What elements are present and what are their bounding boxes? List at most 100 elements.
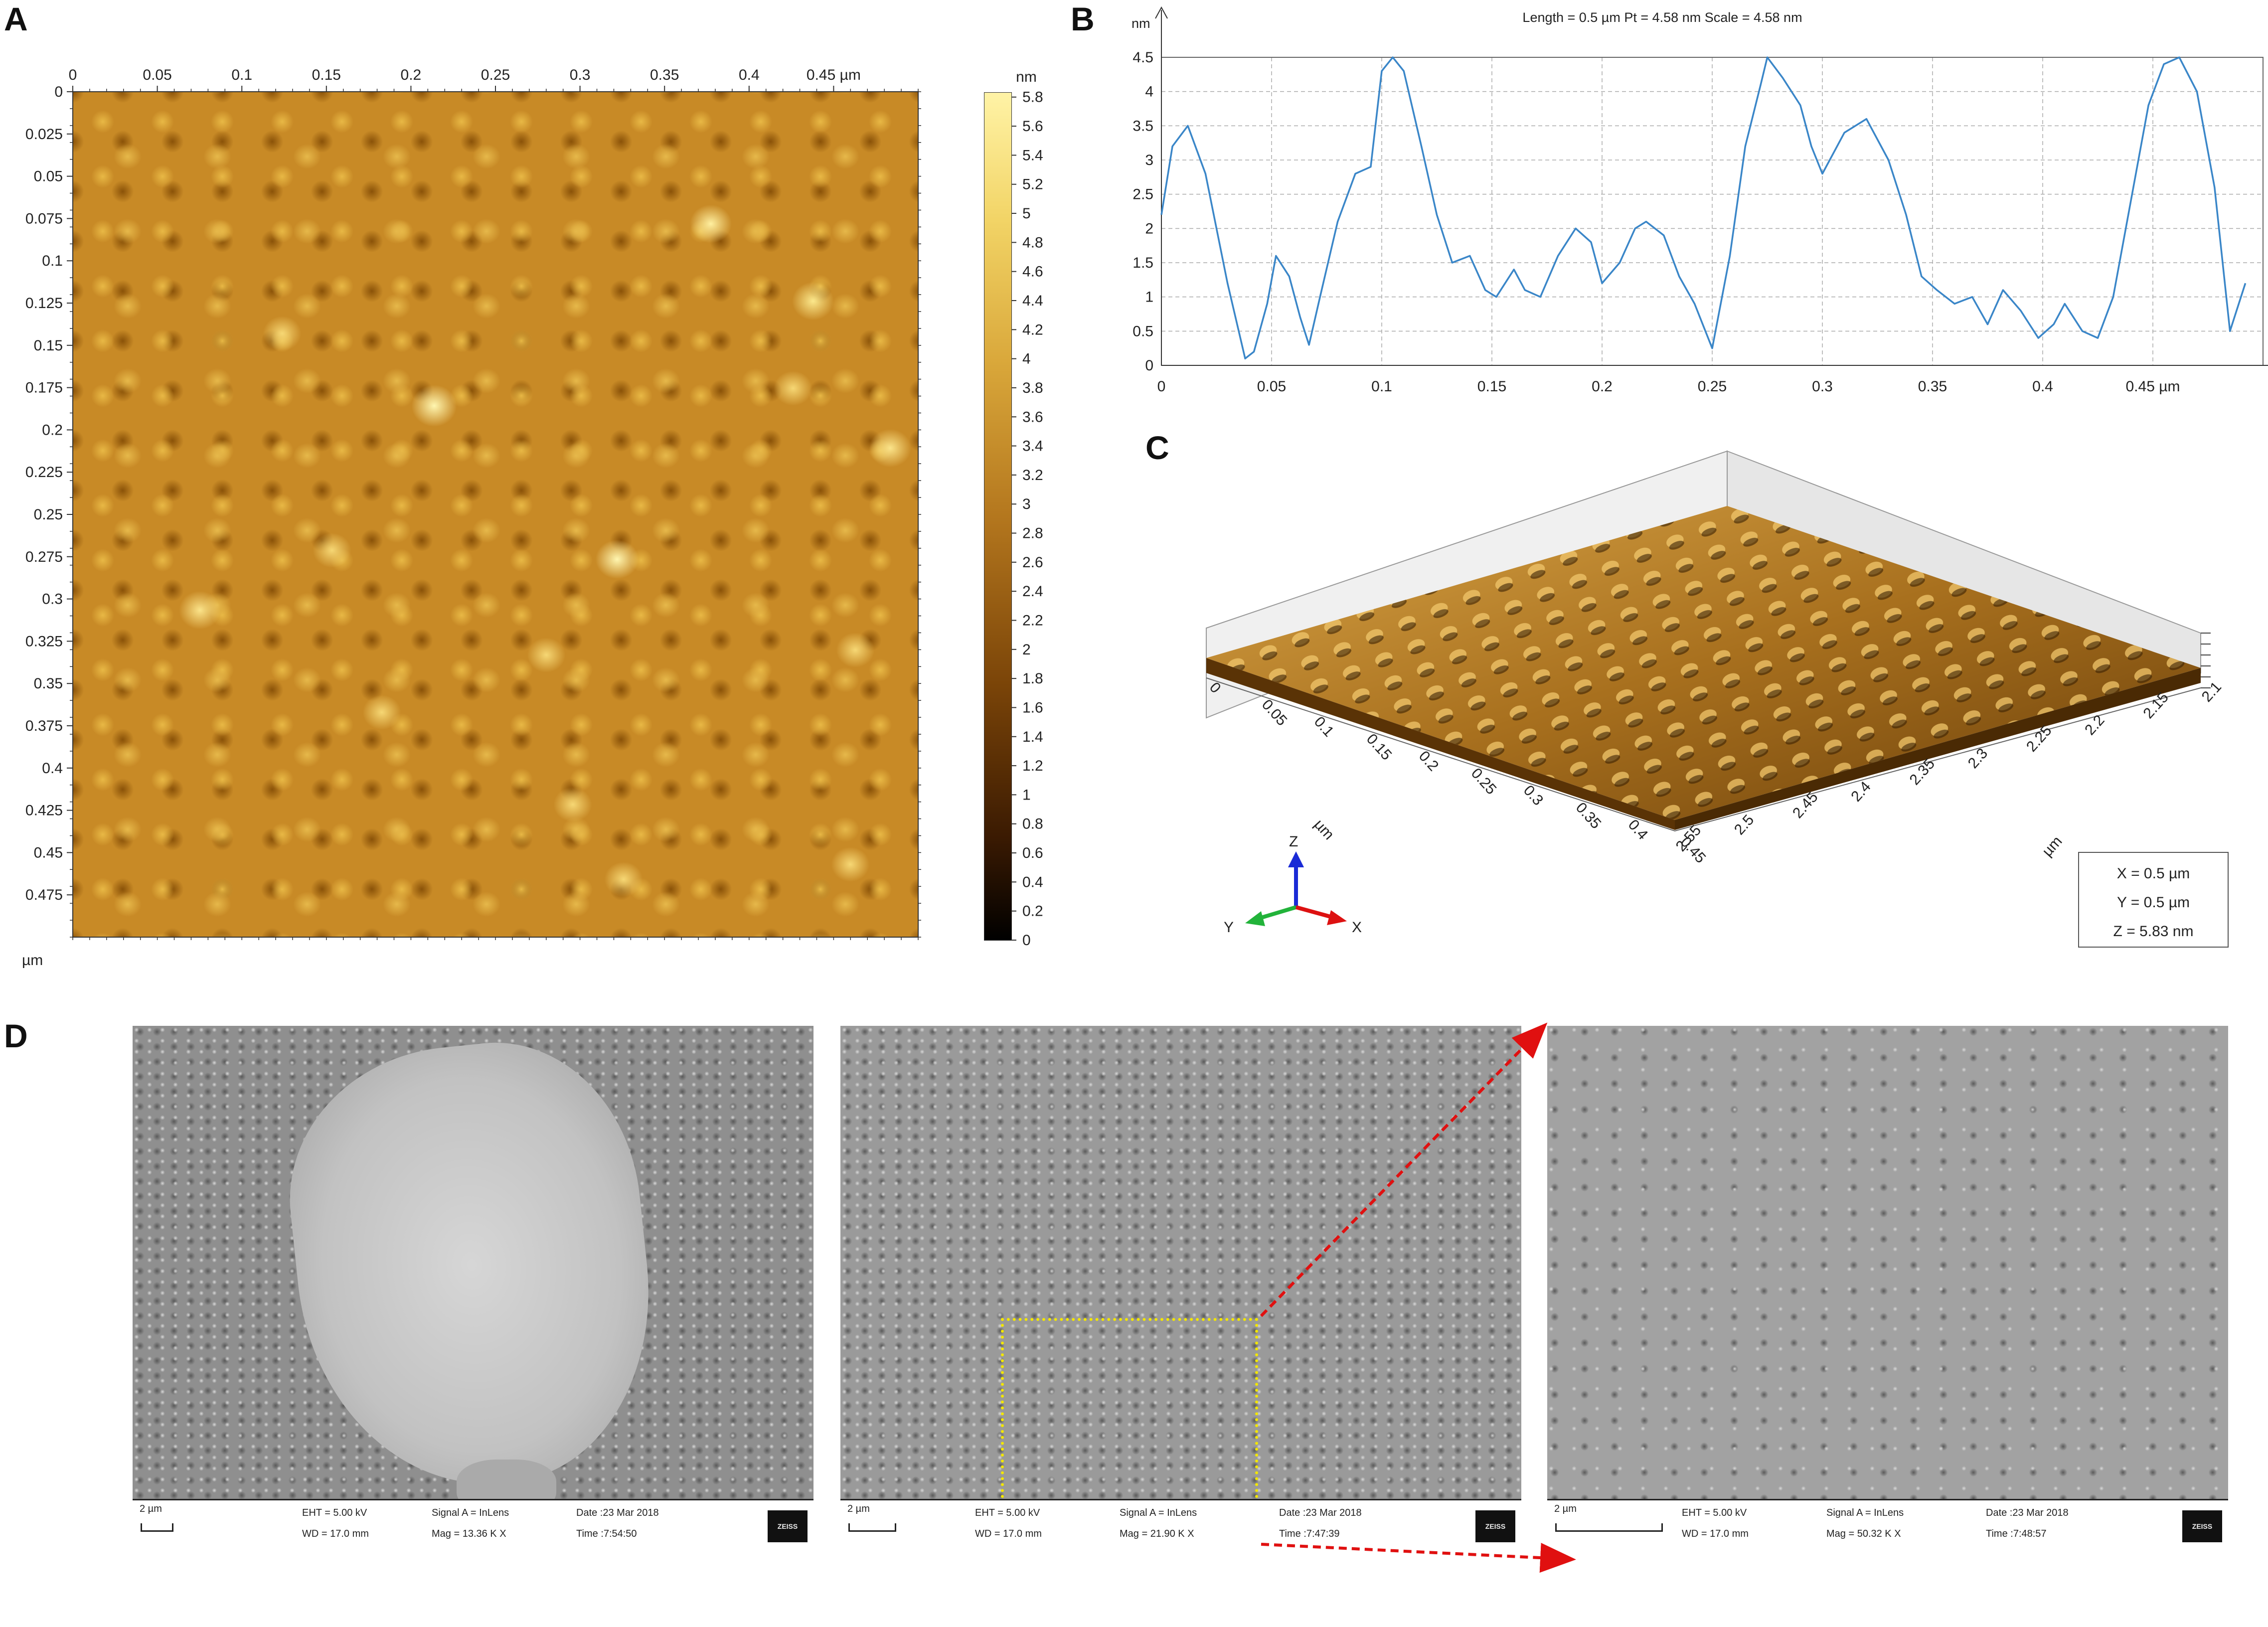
- profile-y-unit: nm: [1132, 16, 1150, 31]
- sem-signal: Signal A = InLens: [432, 1507, 509, 1518]
- afm-y-tick-label: 0.075: [25, 210, 63, 227]
- profile-y-tick-label: 1: [1145, 289, 1153, 306]
- colorbar-tick-label: 0.4: [1022, 874, 1043, 890]
- profile-x-tick-label: 0.25: [1698, 378, 1727, 395]
- colorbar-tick-label: 1.6: [1022, 699, 1043, 716]
- surface-y-tick-label: 2.5: [1731, 812, 1757, 838]
- axis-y-label: Y: [1224, 919, 1234, 936]
- sem-wd: WD = 17.0 mm: [1682, 1528, 1749, 1539]
- afm-x-tick-label: 0.35: [650, 67, 679, 83]
- afm-x-tick-label: 0.1: [231, 67, 252, 83]
- sem-time: Time :7:47:39: [1279, 1528, 1340, 1539]
- afm-y-tick-label: 0.425: [25, 803, 63, 819]
- sem-info-bar-2: 2 µm EHT = 5.00 kV WD = 17.0 mm Signal A…: [840, 1499, 1521, 1554]
- colorbar-tick-label: 2.8: [1022, 525, 1043, 542]
- surface-y-unit: µm: [2039, 833, 2066, 860]
- surface-x-tick-label: 0.15: [1363, 731, 1395, 763]
- colorbar-tick-label: 5.4: [1022, 147, 1043, 163]
- afm-x-tick-label: 0: [69, 67, 77, 83]
- sem-mag: Mag = 21.90 K X: [1120, 1528, 1194, 1539]
- surface-front-edge-left: [1206, 658, 1675, 830]
- colorbar-tick-label: 4.2: [1022, 322, 1043, 338]
- axis-x-arrowhead: [1327, 910, 1347, 925]
- profile-y-tick-label: 0: [1145, 357, 1153, 374]
- colorbar-tick-label: 1.2: [1022, 758, 1043, 774]
- afm-map-axes: 0 0.05 0.1 0.15 0.2 0.25 0.3 0.35 0.4 0.45 µm00.0…: [22, 67, 1043, 969]
- sem-image-1: 2 µm EHT = 5.00 kV WD = 17.0 mm Signal A…: [133, 1026, 813, 1554]
- afm-x-tick-label: 0.15: [312, 67, 341, 83]
- surface-x-tick-label: 0.05: [1259, 696, 1291, 729]
- surface-base-edge: [1206, 677, 2201, 832]
- sem-wd: WD = 17.0 mm: [302, 1528, 369, 1539]
- colorbar-tick-label: 2.2: [1022, 612, 1043, 629]
- profile-x-tick-label: 0.35: [1918, 378, 1947, 395]
- afm-y-tick-label: 0.175: [25, 380, 63, 396]
- surface-front-edge-right: [1675, 668, 2201, 830]
- colorbar-tick-label: 0.8: [1022, 816, 1043, 832]
- afm-x-tick-label: 0.2: [401, 67, 422, 83]
- sem-date: Date :23 Mar 2018: [1279, 1507, 1362, 1518]
- profile-y-tick-label: 0.5: [1133, 323, 1153, 339]
- afm-y-tick-label: 0.025: [25, 126, 63, 143]
- zeiss-logo: ZEISS: [768, 1510, 808, 1542]
- zeiss-logo: ZEISS: [1475, 1510, 1515, 1542]
- colorbar-tick-label: 4.8: [1022, 234, 1043, 251]
- colorbar-tick-label: 3.4: [1022, 438, 1043, 455]
- afm-x-tick-label: 0.25: [481, 67, 510, 83]
- colorbar-tick-label: 3.8: [1022, 380, 1043, 396]
- profile-y-tick-label: 2: [1145, 220, 1153, 237]
- afm-y-tick-label: 0.25: [34, 506, 63, 523]
- surface-legend-box: [2078, 852, 2229, 948]
- sem-eht: EHT = 5.00 kV: [975, 1507, 1040, 1518]
- sem-scale-bar: [848, 1523, 896, 1532]
- axis-x-arrow: [1295, 905, 1337, 920]
- axis-x-label: X: [1352, 919, 1362, 936]
- profile-y-tick-label: 4.5: [1133, 49, 1153, 66]
- axis-z-arrowhead: [1288, 851, 1304, 867]
- profile-line: [1160, 56, 2247, 360]
- afm-y-tick-label: 0.475: [25, 887, 63, 903]
- sem-signal: Signal A = InLens: [1826, 1507, 1904, 1518]
- colorbar-tick-label: 5.2: [1022, 176, 1043, 193]
- sem-scale-label: 2 µm: [140, 1503, 162, 1514]
- colorbar-tick-label: 3.6: [1022, 409, 1043, 425]
- afm-x-tick-label: 0.3: [570, 67, 591, 83]
- panel-letter-c: C: [1145, 429, 1169, 466]
- profile-x-tick-label: 0.3: [1812, 378, 1833, 395]
- afm-y-tick-label: 0.4: [42, 760, 63, 777]
- sem-scale-bar: [141, 1523, 173, 1532]
- colorbar-tick-label: 0: [1022, 932, 1031, 949]
- colorbar-tick-label: 0.2: [1022, 903, 1043, 920]
- surface-x-tick-label: 0.1: [1311, 713, 1337, 740]
- sem-image-3: 2 µm EHT = 5.00 kV WD = 17.0 mm Signal A…: [1547, 1026, 2228, 1554]
- axis-y-arrow: [1255, 905, 1297, 921]
- afm-height-map: [73, 92, 918, 937]
- profile-y-tick-label: 3.5: [1133, 118, 1153, 134]
- colorbar-tick-label: 1: [1022, 787, 1031, 803]
- colorbar-tick-label: 5.8: [1022, 89, 1043, 106]
- colorbar-tick-label: 3: [1022, 496, 1031, 512]
- zeiss-logo: ZEISS: [2182, 1510, 2222, 1542]
- profile-x-tick-label: 0.15: [1477, 378, 1506, 395]
- surface-legend-entry: Y = 0.5 µm: [2117, 894, 2190, 911]
- panel-letter-b: B: [1071, 0, 1095, 37]
- colorbar-tick-label: 1.4: [1022, 729, 1043, 745]
- profile-y-tick-label: 2.5: [1133, 186, 1153, 203]
- axis-y-arrowhead: [1245, 911, 1265, 926]
- profile-x-tick-label: 0.4: [2032, 378, 2053, 395]
- afm-y-tick-label: 0.125: [25, 295, 63, 312]
- afm-y-tick-label: 0.325: [25, 633, 63, 650]
- colorbar-tick-label: 5.6: [1022, 118, 1043, 135]
- sem-time: Time :7:54:50: [576, 1528, 637, 1539]
- afm-y-tick-label: 0: [54, 84, 63, 100]
- afm-y-unit: µm: [22, 952, 43, 969]
- afm-y-tick-label: 0.3: [42, 591, 63, 608]
- profile-x-tick-label: 0.05: [1257, 378, 1286, 395]
- surface-legend-entry: X = 0.5 µm: [2117, 865, 2190, 882]
- sem-info-bar-1: 2 µm EHT = 5.00 kV WD = 17.0 mm Signal A…: [133, 1499, 813, 1554]
- sem-particle: [275, 1028, 668, 1502]
- afm-x-tick-label: 0.45 µm: [807, 67, 861, 83]
- colorbar-tick-label: 4.6: [1022, 264, 1043, 280]
- profile-x-tick-label: 0.45 µm: [2126, 378, 2180, 395]
